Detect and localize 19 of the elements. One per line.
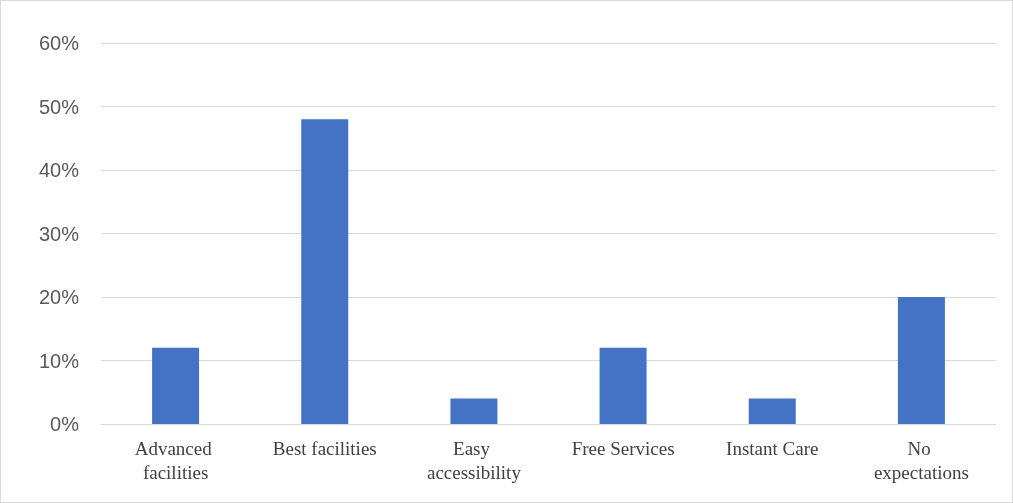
bar <box>599 347 647 424</box>
y-tick-label: 10% <box>38 349 80 372</box>
bar <box>152 347 200 424</box>
y-tick-label: 40% <box>38 159 80 181</box>
y-tick-label: 30% <box>38 222 80 245</box>
x-tick-label: Advanced facilities <box>134 437 217 483</box>
bar <box>450 398 498 424</box>
x-tick-label: Best facilities <box>272 437 377 459</box>
y-tick-label: 0% <box>50 413 80 435</box>
x-tick-label: Easy accessibility <box>426 437 522 483</box>
bar <box>897 297 945 424</box>
y-tick-label: 60% <box>38 32 80 54</box>
bar <box>748 398 796 424</box>
bar <box>301 119 349 424</box>
x-tick-label: Free Services <box>571 437 675 459</box>
y-tick-label: 50% <box>38 95 80 118</box>
x-tick-label: Instant Care <box>726 437 819 459</box>
y-tick-label: 20% <box>38 286 80 308</box>
x-tick-label: No expectations <box>873 437 969 483</box>
